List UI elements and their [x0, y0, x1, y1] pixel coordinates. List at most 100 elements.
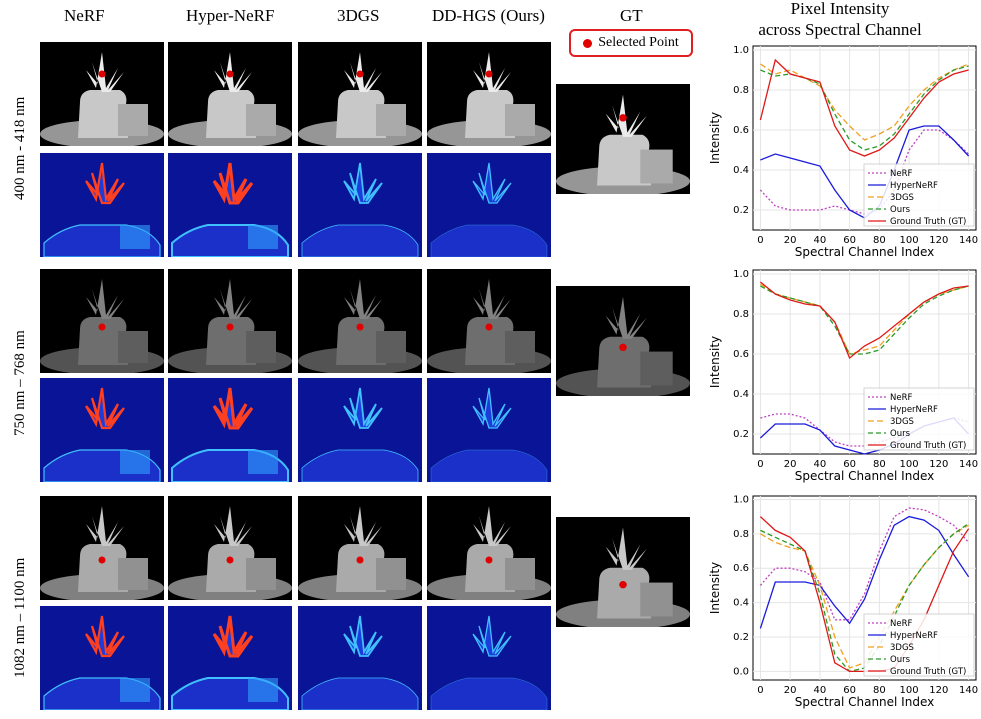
- legend-entry: NeRF: [890, 169, 912, 179]
- series-line-3dgs: [760, 63, 969, 141]
- legend-entry: NeRF: [890, 619, 912, 629]
- nerf-error-map-row1: [40, 153, 164, 257]
- x-axis-label: Spectral Channel Index: [795, 469, 934, 483]
- nerf-error-map-row2: [40, 378, 164, 482]
- legend-entry: NeRF: [890, 393, 912, 403]
- x-tick-label: 60: [843, 235, 856, 246]
- row-label-3: 1082 nm – 1100 nm: [12, 557, 28, 678]
- legend-entry: Ground Truth (GT): [890, 217, 966, 227]
- legend-entry: 3DGS: [890, 193, 914, 203]
- y-tick-label: 1.0: [733, 494, 749, 505]
- nerf-error-map-row3: [40, 606, 164, 710]
- legend-entry: Ours: [890, 205, 911, 215]
- ours-error-map-row3: [427, 606, 551, 710]
- plot-header-line2: across Spectral Channel: [758, 20, 922, 39]
- y-axis-label: Intensity: [708, 336, 722, 388]
- 3dgs-error-map-row2: [298, 378, 422, 482]
- hypernerf-error-map-row1: [168, 153, 292, 257]
- x-tick-label: 0: [757, 685, 763, 696]
- y-tick-label: 0.2: [733, 429, 749, 440]
- y-tick-label: 0.4: [733, 389, 749, 400]
- column-header-gt: GT: [620, 6, 643, 25]
- x-tick-label: 40: [814, 235, 827, 246]
- row-label-1: 400 nm - 418 nm: [12, 96, 28, 200]
- gt-render-row2: [556, 286, 690, 396]
- column-header-hypernerf: Hyper-NeRF: [186, 6, 275, 25]
- y-tick-label: 0.0: [733, 666, 749, 677]
- 3dgs-render-row1: [298, 42, 422, 146]
- row-label-2: 750 nm – 768 nm: [12, 330, 28, 436]
- ours-render-row1: [427, 42, 551, 146]
- ours-error-map-row2: [427, 378, 551, 482]
- hypernerf-error-map-row3: [168, 606, 292, 710]
- legend-box: [863, 387, 975, 451]
- legend-entry: Ours: [890, 429, 911, 439]
- 3dgs-error-map-row3: [298, 606, 422, 710]
- hypernerf-render-row3: [168, 496, 292, 600]
- x-tick-label: 40: [814, 685, 827, 696]
- legend-entry: HyperNeRF: [890, 181, 938, 191]
- x-tick-label: 140: [959, 459, 978, 470]
- y-tick-label: 0.6: [733, 563, 749, 574]
- legend-box: [863, 163, 975, 227]
- series-line-nerf: [759, 507, 970, 621]
- x-tick-label: 120: [929, 235, 948, 246]
- nerf-render-row2: [40, 269, 164, 373]
- legend-entry: Ground Truth (GT): [890, 667, 966, 677]
- intensity-plot-2: 0 20 40 60 80 100 120 140 0.2 0.4 0.6 0.8 1.0 Spectra…: [701, 262, 981, 487]
- x-axis-label: Spectral Channel Index: [795, 245, 934, 259]
- intensity-plot-3: 0 20 40 60 80 100 120 140 0.0 0.2 0.4 0.6 0.8 1.0 Spec…: [701, 488, 981, 713]
- plot-header-line1: Pixel Intensity: [790, 0, 890, 18]
- hypernerf-error-map-row2: [168, 378, 292, 482]
- y-tick-label: 0.2: [733, 632, 749, 643]
- plot-header: Pixel Intensity across Spectral Channel: [730, 0, 950, 40]
- series-line-hypernerf: [759, 515, 970, 629]
- y-tick-label: 0.8: [733, 309, 749, 320]
- legend-entry: Ours: [890, 655, 911, 665]
- intensity-plot-1: 0 20 40 60 80 100 120 140 0.2 0.4 0.6 0.8 1.0 Spectra…: [701, 38, 981, 263]
- ours-render-row2: [427, 269, 551, 373]
- x-tick-label: 140: [959, 685, 978, 696]
- hypernerf-render-row2: [168, 269, 292, 373]
- x-tick-label: 20: [784, 235, 797, 246]
- column-header-nerf: NeRF: [64, 6, 105, 25]
- x-tick-label: 100: [900, 235, 919, 246]
- selected-point-marker-icon: [583, 38, 593, 48]
- legend-box: [863, 613, 975, 677]
- intensity-plot-svg-2: 0 20 40 60 80 100 120 140 0.2 0.4 0.6 0.8 1.0 Spectra…: [708, 269, 978, 483]
- x-axis-label: Spectral Channel Index: [795, 695, 934, 709]
- y-axis-label: Intensity: [708, 562, 722, 614]
- x-tick-label: 140: [959, 235, 978, 246]
- gt-render-row1: [556, 84, 690, 194]
- nerf-render-row1: [40, 42, 164, 146]
- series-line-ours: [760, 285, 969, 355]
- x-tick-label: 80: [873, 235, 886, 246]
- legend-entry: Ground Truth (GT): [890, 441, 966, 451]
- x-tick-label: 60: [843, 459, 856, 470]
- y-axis-label: Intensity: [708, 112, 722, 164]
- x-tick-label: 100: [900, 685, 919, 696]
- y-tick-label: 0.6: [733, 125, 749, 136]
- intensity-plot-svg-1: 0 20 40 60 80 100 120 140 0.2 0.4 0.6 0.8 1.0 Spectra…: [708, 45, 978, 259]
- ours-render-row3: [427, 496, 551, 600]
- x-tick-label: 20: [784, 685, 797, 696]
- 3dgs-render-row2: [298, 269, 422, 373]
- series-line-ground-truth-gt-: [759, 281, 969, 360]
- legend-entry: 3DGS: [890, 643, 914, 653]
- x-tick-label: 120: [929, 459, 948, 470]
- selected-point-legend: Selected Point: [569, 29, 693, 57]
- 3dgs-error-map-row1: [298, 153, 422, 257]
- x-tick-label: 60: [843, 685, 856, 696]
- x-tick-label: 20: [784, 459, 797, 470]
- series-line-ground-truth-gt-: [759, 58, 969, 157]
- legend-entry: HyperNeRF: [890, 405, 938, 415]
- hypernerf-render-row1: [168, 42, 292, 146]
- x-tick-label: 120: [929, 685, 948, 696]
- nerf-render-row3: [40, 496, 164, 600]
- y-tick-label: 0.4: [733, 165, 749, 176]
- y-tick-label: 1.0: [733, 269, 749, 280]
- column-header-3dgs: 3DGS: [337, 6, 380, 25]
- y-tick-label: 0.8: [733, 529, 749, 540]
- x-tick-label: 80: [873, 685, 886, 696]
- y-tick-label: 0.2: [733, 205, 749, 216]
